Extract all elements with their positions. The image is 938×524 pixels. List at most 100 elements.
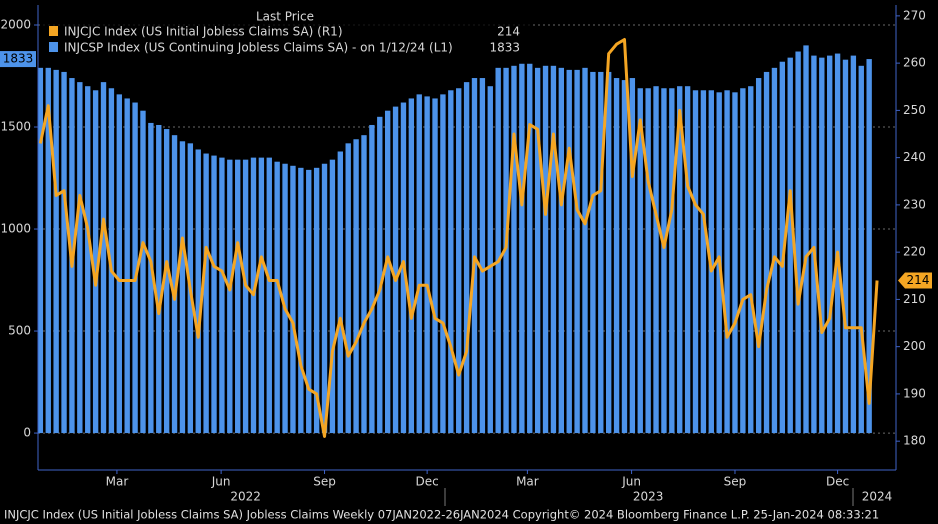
bar — [590, 71, 596, 434]
y2-tick-label: 190 — [903, 386, 926, 400]
year-label: 2022 — [230, 490, 261, 504]
y2-tick-label: 180 — [903, 434, 926, 448]
x-tick-label: Mar — [516, 475, 539, 489]
bar — [598, 71, 604, 434]
bar — [566, 69, 572, 434]
x-tick-label: Jun — [621, 475, 641, 489]
y2-tick-label: 230 — [903, 197, 926, 211]
bar — [582, 67, 588, 434]
bar — [479, 78, 486, 434]
legend-last-value: 214 — [497, 25, 520, 39]
bar — [377, 116, 383, 434]
legend-swatch — [49, 42, 58, 52]
bar — [92, 90, 99, 434]
bar — [740, 88, 746, 434]
bar — [384, 110, 391, 434]
bar — [448, 90, 454, 434]
bar — [171, 135, 178, 434]
bar — [361, 135, 367, 434]
bar — [163, 129, 170, 434]
bar — [179, 141, 186, 434]
legend-entry: INJCSP Index (US Continuing Jobless Clai… — [64, 41, 453, 55]
last-value-label: 214 — [907, 273, 930, 287]
bar — [811, 55, 817, 434]
y-tick-label: 1500 — [0, 120, 31, 134]
bar — [842, 59, 849, 434]
y2-tick-label: 260 — [903, 56, 926, 70]
bar — [519, 63, 525, 434]
bar — [298, 167, 304, 434]
bar — [203, 153, 209, 434]
y-tick-label: 2000 — [0, 17, 31, 31]
bar — [669, 88, 675, 434]
bar — [463, 82, 470, 434]
bar — [621, 80, 628, 434]
bar — [732, 92, 738, 434]
bar — [313, 167, 320, 434]
bar — [132, 102, 138, 434]
bar — [645, 88, 651, 434]
bar — [819, 57, 825, 434]
bar — [290, 165, 296, 434]
x-tick-label: Dec — [826, 475, 849, 489]
legend-title: Last Price — [256, 10, 314, 24]
bar — [550, 65, 557, 434]
y2-tick-label: 270 — [903, 8, 926, 22]
y2-tick-label: 250 — [903, 103, 926, 117]
bar — [306, 169, 312, 434]
bar — [613, 78, 620, 434]
bar — [858, 65, 864, 434]
bar — [345, 143, 351, 434]
bar — [85, 86, 91, 434]
bar — [353, 139, 359, 434]
last-value-tag — [898, 272, 932, 289]
legend-last-value: 1833 — [489, 41, 520, 55]
bar — [787, 57, 793, 434]
x-tick-label: Sep — [313, 475, 336, 489]
bar — [574, 69, 580, 434]
bar — [321, 163, 328, 434]
bar — [748, 86, 754, 434]
y-tick-label: 1000 — [0, 222, 31, 236]
bar — [558, 67, 565, 434]
bar — [606, 71, 612, 434]
legend-swatch — [49, 26, 58, 36]
bar — [408, 98, 415, 434]
bar — [219, 157, 225, 434]
last-value-tag — [0, 51, 36, 68]
x-tick-label: Mar — [106, 475, 129, 489]
bar — [61, 71, 67, 434]
y2-tick-label: 210 — [903, 292, 926, 306]
last-value-label: 1833 — [3, 52, 34, 66]
x-tick-label: Jun — [211, 475, 231, 489]
bar — [432, 98, 438, 434]
bar — [416, 94, 422, 434]
bar — [37, 67, 44, 434]
legend-entry: INJCJC Index (US Initial Jobless Claims … — [64, 25, 343, 39]
bar — [392, 106, 399, 434]
bar — [45, 67, 51, 434]
bar — [148, 122, 154, 434]
bar — [258, 157, 265, 434]
legend: Last Price INJCJC Index (US Initial Jobl… — [40, 6, 530, 61]
bar — [771, 67, 778, 434]
bar — [534, 67, 541, 434]
bar — [527, 63, 533, 434]
bar — [227, 159, 233, 434]
bar — [511, 65, 517, 434]
bar — [424, 96, 430, 434]
y-tick-label: 0 — [23, 426, 31, 440]
bar — [834, 53, 841, 434]
year-label: 2024 — [862, 490, 893, 504]
legend-box — [40, 6, 530, 61]
bar — [661, 88, 667, 434]
bar — [629, 78, 636, 434]
y2-tick-label: 200 — [903, 339, 926, 353]
bar — [653, 86, 659, 434]
bar — [440, 94, 446, 434]
bar — [124, 98, 130, 434]
bar — [266, 157, 272, 434]
bar — [235, 159, 241, 434]
